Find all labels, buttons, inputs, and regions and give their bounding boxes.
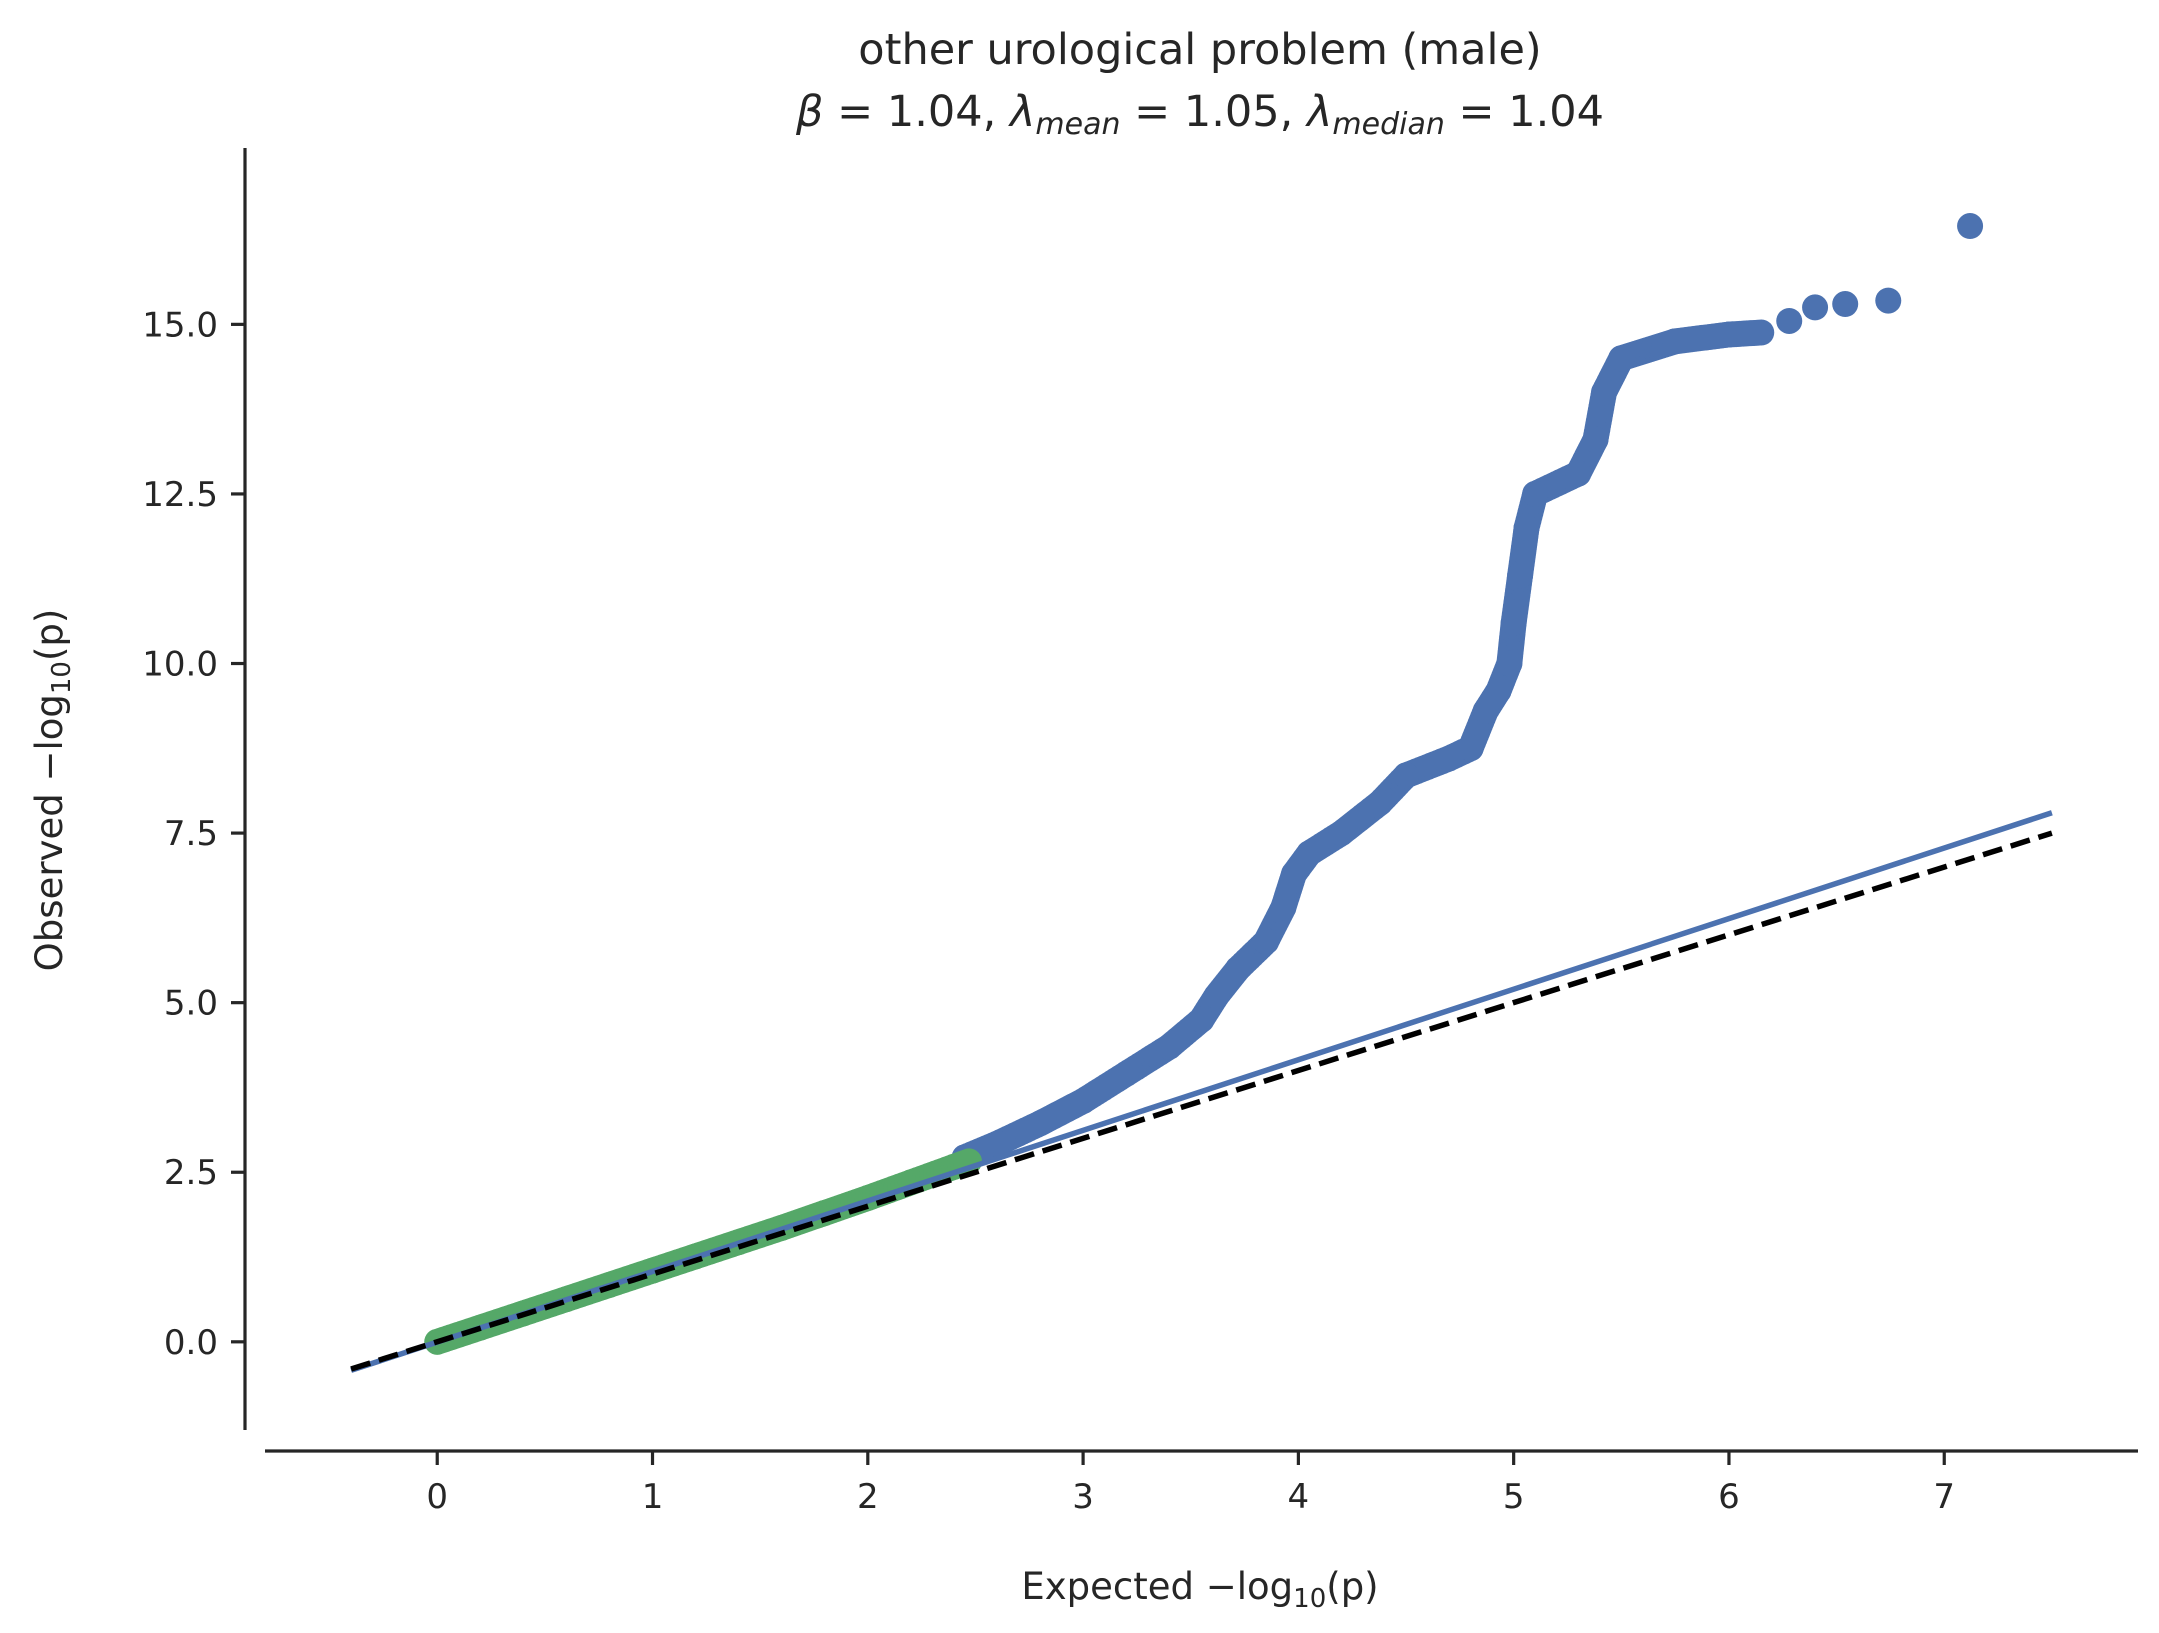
y-tick-label: 12.5 (142, 475, 218, 515)
y-tick-label: 15.0 (142, 305, 218, 345)
data-point (983, 1130, 1010, 1157)
data-point (1875, 287, 1902, 314)
data-point (1281, 860, 1308, 887)
data-point (1296, 840, 1323, 867)
data-point (1328, 820, 1355, 847)
x-tick-label: 3 (1072, 1477, 1094, 1517)
data-point (1270, 894, 1297, 921)
data-point (1113, 1060, 1140, 1087)
lambda-mean-value: 1.05 (1184, 87, 1280, 137)
x-tick-label: 1 (642, 1477, 664, 1517)
beta-symbol: β (795, 87, 823, 137)
lambda-mean-subscript: mean (1035, 107, 1120, 142)
observed-points-blue (951, 213, 1984, 1171)
chart-subtitle: β = 1.04, λmean = 1.05, λmedian = 1.04 (795, 87, 1604, 142)
data-point (1156, 1033, 1183, 1060)
y-ticks: 0.0 2.5 5.0 7.5 10.0 12.5 15.0 (142, 305, 245, 1363)
data-point (1802, 294, 1829, 321)
y-tick-label: 0.0 (164, 1323, 218, 1363)
lambda-median-symbol: λ (1305, 87, 1332, 137)
data-point (1522, 480, 1549, 507)
data-point (1393, 762, 1420, 789)
x-tick-label: 2 (857, 1477, 879, 1517)
data-point (1776, 307, 1803, 334)
beta-value: 1.04 (887, 87, 983, 137)
y-tick-label: 7.5 (164, 814, 218, 854)
data-point (1457, 735, 1484, 762)
chart-title: other urological problem (male) (858, 25, 1541, 75)
x-tick-label: 6 (1718, 1477, 1740, 1517)
data-point (1253, 928, 1280, 955)
x-tick-label: 0 (426, 1477, 448, 1517)
data-point (1832, 291, 1859, 318)
y-tick-label: 2.5 (164, 1153, 218, 1193)
data-point (1203, 982, 1230, 1009)
data-point (1367, 789, 1394, 816)
lambda-median-subscript: median (1332, 107, 1444, 142)
data-point (1513, 514, 1540, 541)
data-point (1070, 1088, 1097, 1115)
data-point (1485, 677, 1512, 704)
data-point (1436, 745, 1463, 772)
y-tick-label: 5.0 (164, 984, 218, 1024)
data-point (1496, 650, 1523, 677)
data-point (1507, 562, 1534, 589)
data-point (1591, 379, 1618, 406)
data-point (1472, 697, 1499, 724)
data-point (1662, 328, 1689, 355)
y-axis-label: Observed −log10(p) (28, 609, 77, 972)
data-point (1582, 426, 1609, 453)
data-point (1188, 1006, 1215, 1033)
x-ticks: 0 1 2 3 4 5 6 7 (426, 1451, 1955, 1517)
x-tick-label: 4 (1288, 1477, 1310, 1517)
x-tick-label: 5 (1503, 1477, 1525, 1517)
data-point (1748, 319, 1775, 346)
lambda-mean-symbol: λ (1008, 87, 1035, 137)
data-point (1565, 460, 1592, 487)
observed-points-green (424, 1148, 982, 1355)
data-point (1608, 345, 1635, 372)
x-tick-label: 7 (1933, 1477, 1955, 1517)
lambda-median-value: 1.04 (1508, 87, 1604, 137)
y-tick-label: 10.0 (142, 645, 218, 685)
data-point (1500, 609, 1527, 636)
data-point (1027, 1110, 1054, 1137)
data-point (1225, 955, 1252, 982)
x-axis-label: Expected −log10(p) (1021, 1565, 1378, 1614)
null-reference-line (350, 830, 2053, 1372)
data-point (1957, 213, 1984, 240)
data-point (1715, 321, 1742, 348)
reference-lines (350, 810, 2053, 1373)
